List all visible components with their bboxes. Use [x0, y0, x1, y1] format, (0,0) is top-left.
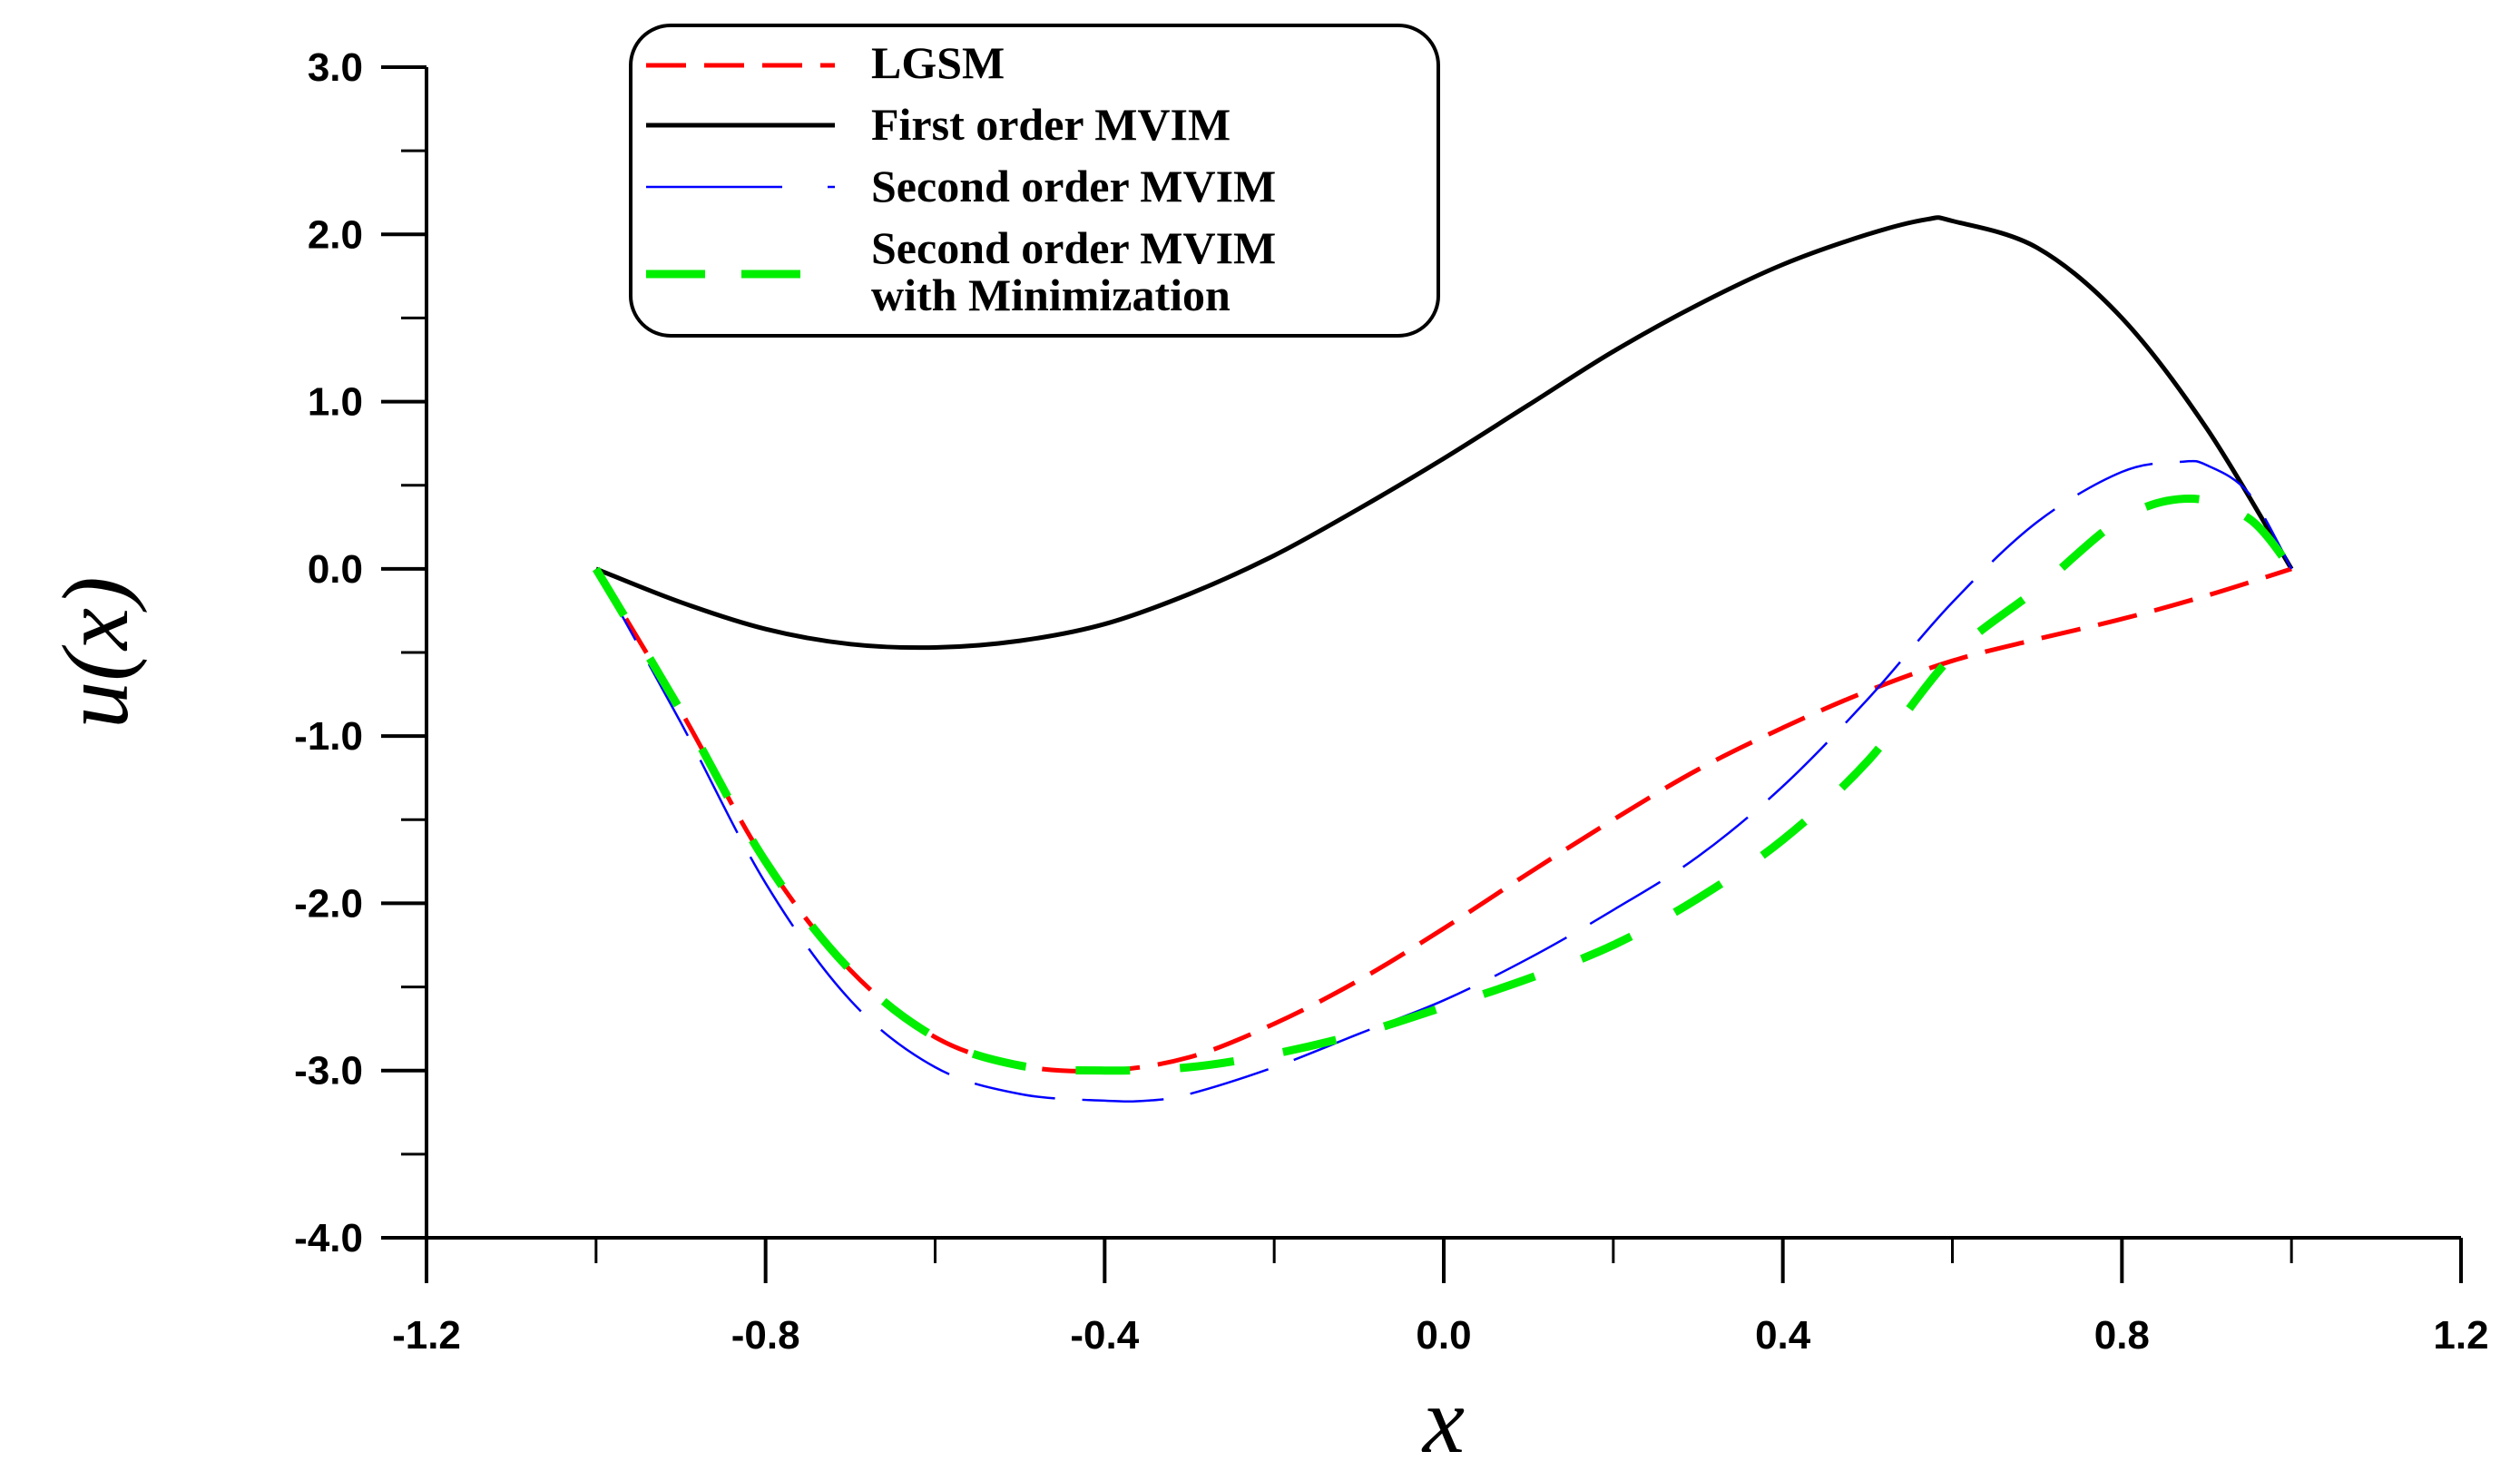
y-tick-label: 3.0: [308, 45, 363, 90]
series-layer: [592, 215, 2295, 1103]
legend-label-1: LGSM: [871, 37, 1005, 88]
y-tick-label: 2.0: [308, 212, 363, 257]
series-line-4: [592, 495, 2295, 1075]
y-tick-label: 1.0: [308, 380, 363, 425]
legend-label-2: First order MVIM: [871, 99, 1231, 150]
x-tick-label: -0.4: [1070, 1313, 1139, 1358]
y-tick-label: 0.0: [308, 547, 363, 592]
y-axis-title: u(x): [44, 576, 148, 728]
y-tick-label: -1.0: [294, 714, 363, 759]
y-tick-label: -4.0: [294, 1216, 363, 1260]
x-axis-title: x: [1421, 1368, 1465, 1471]
legend: LGSM First order MVIM Second order MVIM Sec…: [629, 24, 1440, 338]
legend-label-4: with Minimization: [871, 270, 1231, 320]
x-tick-label: 1.2: [2433, 1313, 2488, 1358]
legend-label-3: Second order MVIM: [871, 161, 1276, 211]
x-tick-label: -0.8: [731, 1313, 800, 1358]
y-tick-label: -2.0: [294, 881, 363, 926]
series-line-2: [594, 215, 2294, 651]
legend-label-4: Second order MVIM: [871, 222, 1276, 273]
x-tick-label: 0.8: [2094, 1313, 2150, 1358]
x-tick-label: -1.2: [392, 1313, 461, 1358]
x-tick-label: 0.0: [1416, 1313, 1471, 1358]
legend-box: [629, 24, 1440, 338]
series-line-3: [594, 459, 2293, 1103]
y-tick-label: -3.0: [294, 1049, 363, 1093]
ticks: 3.0 2.0 1.0 0.0 -1.0 -2.0 -3.0 -4.0 -1.2 -0.8 -0.4…: [294, 45, 2488, 1358]
x-tick-label: 0.4: [1755, 1313, 1811, 1358]
